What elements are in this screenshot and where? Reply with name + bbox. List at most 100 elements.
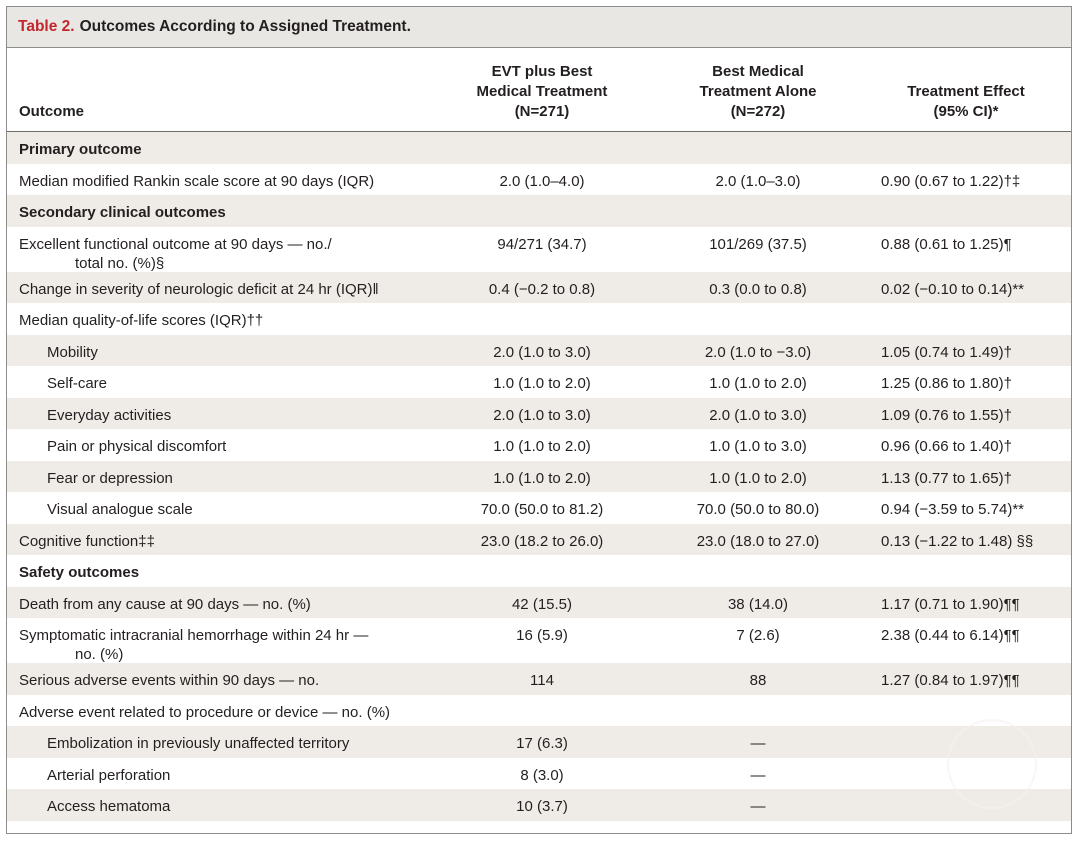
outcome-label: Pain or physical discomfort — [47, 437, 226, 456]
bmt-value: 1.0 (1.0 to 2.0) — [709, 375, 807, 392]
watermark-seal — [947, 719, 1037, 809]
outcome-label-text: Secondary clinical outcomes — [19, 204, 226, 221]
outcome-label-text: Symptomatic intracranial hemorrhage with… — [19, 627, 369, 644]
table-row: Arterial perforation 8 (3.0) — — [7, 758, 1071, 790]
bmt-value: 2.0 (1.0 to −3.0) — [704, 343, 812, 361]
section-heading: Primary outcome — [19, 140, 142, 159]
outcome-label: Mobility — [47, 343, 98, 362]
header-evt: EVT plus Best Medical Treatment (N=271) — [427, 62, 657, 122]
section-heading: Secondary clinical outcomes — [19, 203, 226, 222]
outcome-label-text: Fear or depression — [47, 469, 173, 487]
bmt-value: 2.0 (1.0–3.0) — [715, 172, 801, 190]
outcome-label-text: Primary outcome — [19, 141, 142, 158]
bmt-value: 0.3 (0.0 to 0.8) — [709, 280, 807, 298]
table-row: Death from any cause at 90 days — no. (%… — [7, 586, 1071, 618]
outcome-label: Fear or depression — [47, 469, 173, 488]
effect-value: 0.02 (−0.10 to 0.14)** — [881, 280, 1025, 298]
effect-value: 0.90 (0.67 to 1.22)†‡ — [881, 172, 1021, 190]
evt-value: 1.0 (1.0 to 2.0) — [493, 469, 591, 487]
evt-value: 2.0 (1.0–4.0) — [499, 172, 585, 190]
outcome-label-text: Median quality-of-life scores (IQR)†† — [19, 312, 264, 329]
table-title: Outcomes According to Assigned Treatment… — [79, 18, 411, 35]
bmt-value: 23.0 (18.0 to 27.0) — [696, 532, 820, 550]
table-row: Fear or depression 1.0 (1.0 to 2.0) 1.0 (1… — [7, 460, 1071, 492]
evt-value: 1.0 (1.0 to 2.0) — [493, 375, 591, 392]
effect-value: 0.13 (−1.22 to 1.48) §§ — [881, 532, 1034, 550]
effect-value: 1.25 (0.86 to 1.80)† — [881, 375, 1012, 392]
outcome-label-text: Mobility — [47, 343, 98, 361]
outcome-label-text: Median modified Rankin scale score at 90… — [19, 172, 375, 190]
outcome-label: Embolization in previously unaffected te… — [47, 734, 349, 753]
outcome-label-text: Death from any cause at 90 days — no. (%… — [19, 595, 311, 613]
table-row: Mobility 2.0 (1.0 to 3.0) 2.0 (1.0 to −3.0… — [7, 334, 1071, 366]
table-row: Serious adverse events within 90 days — … — [7, 663, 1071, 695]
bmt-value: 70.0 (50.0 to 80.0) — [696, 501, 820, 518]
evt-value: 94/271 (34.7) — [497, 235, 587, 253]
evt-value: 8 (3.0) — [520, 766, 564, 784]
outcome-label-text: Safety outcomes — [19, 564, 140, 581]
effect-value: 1.05 (0.74 to 1.49)† — [881, 343, 1012, 361]
bmt-value: 1.0 (1.0 to 3.0) — [709, 438, 807, 455]
table-row: Median quality-of-life scores (IQR)†† — [7, 303, 1071, 335]
outcome-label-text: Visual analogue scale — [47, 501, 193, 518]
outcome-label-text: Pain or physical discomfort — [47, 438, 227, 455]
outcome-label: Arterial perforation — [47, 766, 170, 785]
header-outcome: Outcome — [19, 103, 85, 120]
header-effect: Treatment Effect (95% CI)* — [863, 82, 1069, 122]
effect-value: 0.96 (0.66 to 1.40)† — [881, 438, 1012, 455]
evt-value: 17 (6.3) — [516, 735, 568, 752]
table-row: Pain or physical discomfort 1.0 (1.0 to 2… — [7, 429, 1071, 461]
bmt-value: — — [750, 798, 766, 815]
bmt-value: 7 (2.6) — [736, 627, 780, 644]
header-effect-line: Treatment Effect — [907, 83, 1025, 100]
outcome-label-text: Arterial perforation — [47, 766, 171, 784]
table-row: Secondary clinical outcomes — [7, 195, 1071, 227]
evt-value: 42 (15.5) — [511, 595, 573, 613]
header-evt-line: (N=271) — [514, 103, 570, 120]
outcome-label: Serious adverse events within 90 days — … — [19, 671, 319, 690]
table-row: Change in severity of neurologic deficit… — [7, 271, 1071, 303]
outcome-label: Cognitive function‡‡ — [19, 532, 155, 551]
bmt-value: — — [750, 735, 766, 752]
table-row: Symptomatic intracranial hemorrhage with… — [7, 618, 1071, 663]
outcome-label: Excellent functional outcome at 90 days … — [19, 235, 332, 273]
outcome-label: Symptomatic intracranial hemorrhage with… — [19, 626, 368, 664]
effect-value: 1.17 (0.71 to 1.90)¶¶ — [881, 595, 1020, 613]
effect-value: 0.94 (−3.59 to 5.74)** — [881, 501, 1025, 518]
effect-value: 1.27 (0.84 to 1.97)¶¶ — [881, 672, 1020, 689]
bmt-value: 2.0 (1.0 to 3.0) — [709, 406, 807, 424]
evt-value: 10 (3.7) — [516, 798, 568, 815]
evt-value: 70.0 (50.0 to 81.2) — [480, 501, 604, 518]
header-bmt: Best Medical Treatment Alone (N=272) — [643, 62, 873, 122]
outcome-label: Everyday activities — [47, 406, 171, 425]
header-evt-line: Medical Treatment — [476, 83, 608, 100]
table-row: Excellent functional outcome at 90 days … — [7, 227, 1071, 272]
effect-value: 1.13 (0.77 to 1.65)† — [881, 469, 1012, 487]
table-row: Adverse event related to procedure or de… — [7, 695, 1071, 727]
outcome-label: Visual analogue scale — [47, 500, 193, 519]
effect-value: 1.09 (0.76 to 1.55)† — [881, 406, 1012, 424]
bmt-value: 101/269 (37.5) — [709, 235, 807, 253]
evt-value: 2.0 (1.0 to 3.0) — [493, 343, 591, 361]
effect-value: 0.88 (0.61 to 1.25)¶ — [881, 235, 1012, 253]
outcome-label-continuation: no. (%) — [75, 646, 124, 663]
outcome-label-text: Change in severity of neurologic deficit… — [19, 280, 379, 298]
header-effect-line: (95% CI)* — [933, 103, 999, 120]
header-bmt-line: Best Medical — [712, 63, 804, 80]
outcome-label-text: Excellent functional outcome at 90 days … — [19, 235, 332, 253]
evt-value: 0.4 (−0.2 to 0.8) — [488, 280, 596, 298]
table-row: Access hematoma 10 (3.7) — — [7, 789, 1071, 821]
table-row: Self-care 1.0 (1.0 to 2.0) 1.0 (1.0 to 2.0… — [7, 366, 1071, 398]
table-frame: Table 2. Outcomes According to Assigned … — [6, 6, 1072, 834]
outcome-label-continuation: total no. (%)§ — [75, 254, 165, 272]
table-row: Safety outcomes — [7, 555, 1071, 587]
section-heading: Safety outcomes — [19, 563, 139, 582]
header-bmt-line: (N=272) — [730, 103, 786, 120]
evt-value: 16 (5.9) — [516, 627, 568, 644]
effect-value: 2.38 (0.44 to 6.14)¶¶ — [881, 627, 1020, 644]
bmt-value: 38 (14.0) — [727, 595, 789, 613]
bmt-value: 1.0 (1.0 to 2.0) — [709, 469, 807, 487]
evt-value: 23.0 (18.2 to 26.0) — [480, 532, 604, 550]
table-label: Table 2. — [18, 18, 75, 35]
bmt-value: — — [750, 766, 766, 784]
